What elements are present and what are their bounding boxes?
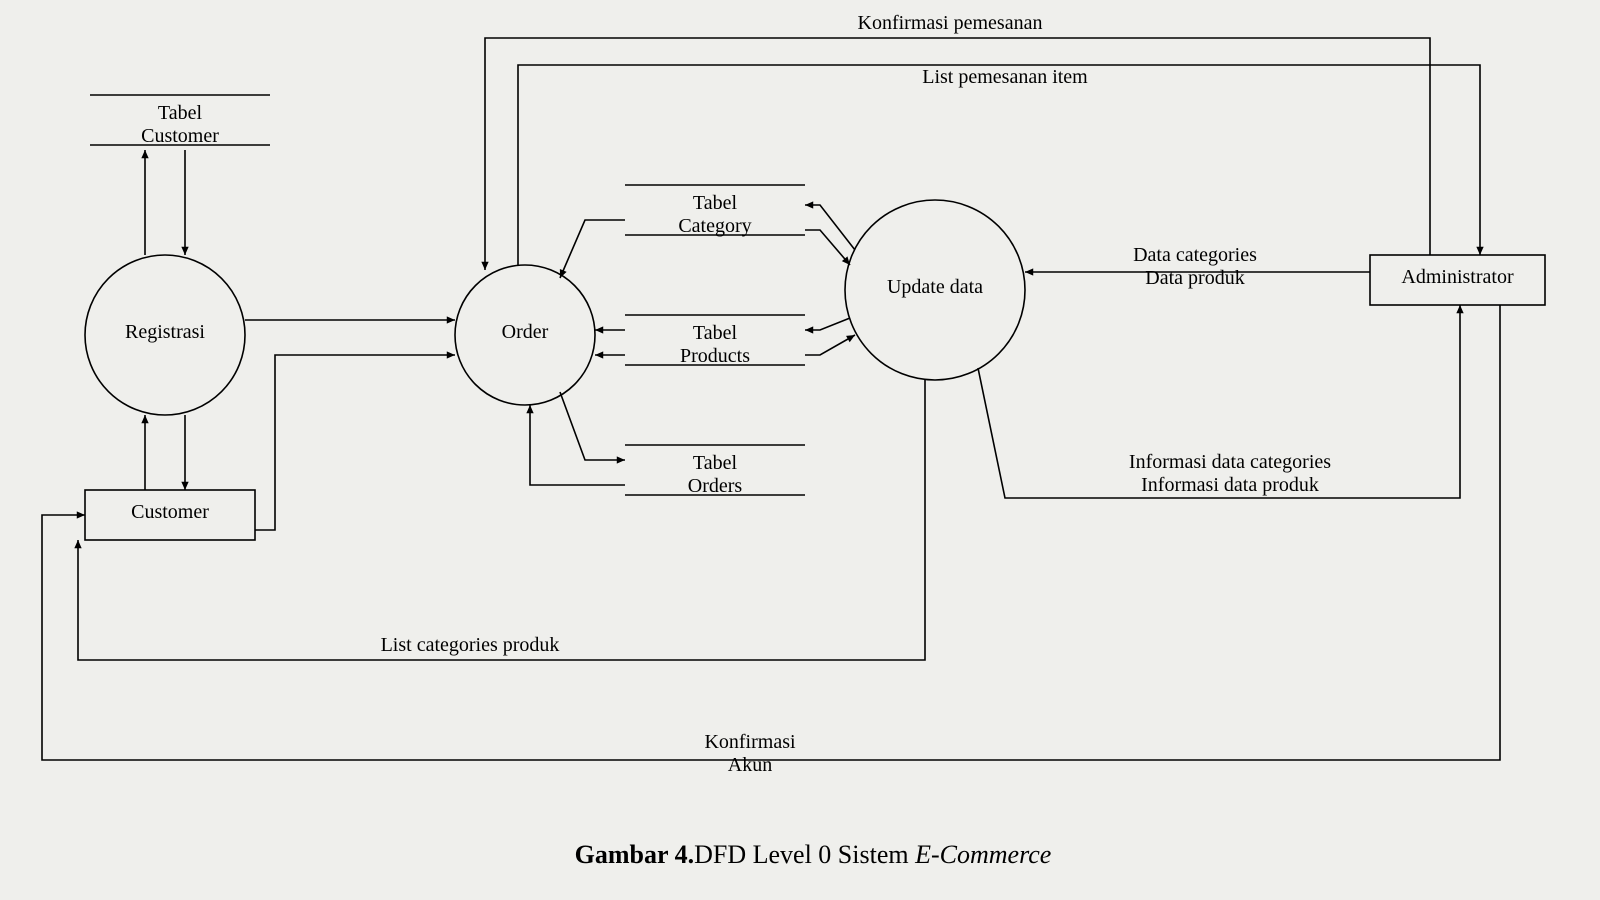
caption-italic: E-Commerce [915,840,1051,869]
process-registrasi: Registrasi [15,321,315,344]
entity-administrator: Administrator [1308,266,1600,289]
datastore-tabel_orders: Tabel Orders [565,452,865,498]
datastore-tabel_customer: Tabel Customer [30,102,330,148]
edge-label-admin-to-order-konf: Konfirmasi pemesanan [800,12,1100,35]
caption-title: DFD Level 0 Sistem [694,840,915,869]
process-update: Update data [785,276,1085,299]
edge-label-upd-to-cust-list: List categories produk [320,634,620,657]
entity-customer: Customer [20,501,320,524]
edge-label-admin-to-cust-konf: Konfirmasi Akun [600,731,900,777]
datastore-tabel_category: Tabel Category [565,192,865,238]
datastore-tabel_products: Tabel Products [565,322,865,368]
dfd-canvas: RegistrasiOrderUpdate dataCustomerAdmini… [0,0,1600,880]
edge-label-order-to-admin-list: List pemesanan item [855,66,1155,89]
edge-label-admin-to-upd: Data categories Data produk [1045,244,1345,290]
caption-prefix: Gambar 4. [575,840,694,869]
figure-caption: Gambar 4.DFD Level 0 Sistem E-Commerce [0,810,1600,900]
edge-label-upd-to-admin: Informasi data categories Informasi data… [1080,451,1380,497]
